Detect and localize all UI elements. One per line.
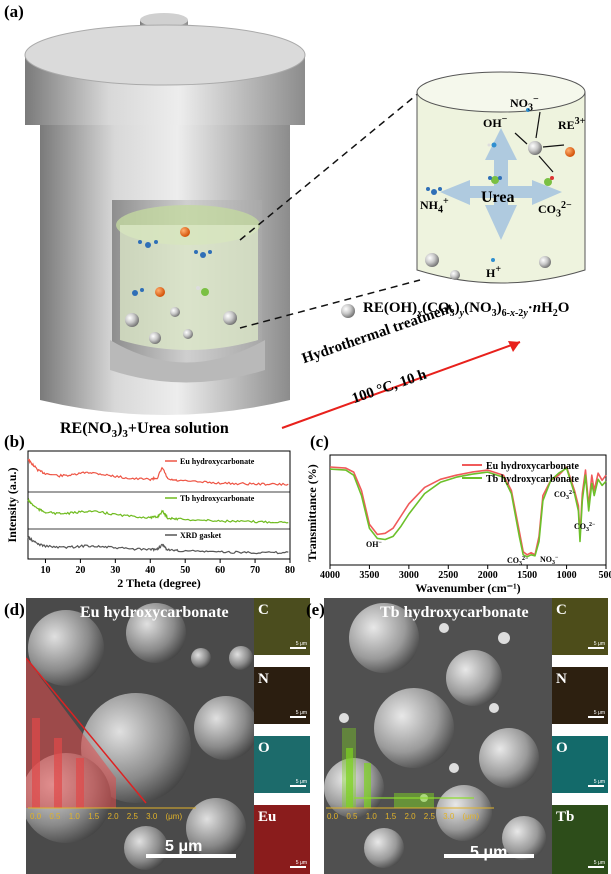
ftir-annot-no3: NO3− bbox=[540, 555, 559, 566]
xrd-legend-gasket: XRD gasket bbox=[180, 531, 221, 540]
ftir-tick-label: 3500 bbox=[359, 570, 379, 581]
tick: 0.5 bbox=[49, 812, 61, 821]
diffusion-arrows bbox=[440, 128, 562, 240]
center-urea-label: Urea bbox=[481, 189, 515, 206]
process-arrow bbox=[281, 341, 521, 429]
ion-no3-label: NO3− bbox=[510, 94, 539, 114]
sem-image-tb bbox=[324, 598, 552, 874]
tick: 1.0 bbox=[365, 812, 377, 821]
product-formula: RE(OH)x(CO3)y(NO3)6-x-2y·nH2O bbox=[363, 300, 570, 319]
panel-a-label: (a) bbox=[4, 2, 24, 21]
xrd-tick-label: 20 bbox=[75, 565, 85, 576]
panel-d-label: (d) bbox=[4, 600, 25, 619]
sem-axis-tb: 0.0 0.5 1.0 1.5 2.0 2.5 3.0 (μm) bbox=[327, 812, 479, 821]
ftir-chart: 4000 3500 3000 2500 2000 1500 1000 500 Eu hydro… bbox=[305, 454, 611, 595]
ftir-ylabel: Transmittance (%) bbox=[305, 464, 319, 561]
xrd-series-line bbox=[27, 458, 289, 487]
tick: 0.0 bbox=[30, 812, 42, 821]
ftir-xlabel: Wavenumber (cm⁻¹) bbox=[415, 581, 520, 595]
tick: 2.5 bbox=[423, 812, 435, 821]
ftir-tick-label: 2500 bbox=[438, 570, 458, 581]
sem-axis-eu: 0.0 0.5 1.0 1.5 2.0 2.5 3.0 (μm) bbox=[30, 812, 182, 821]
ftir-tick-label: 3000 bbox=[399, 570, 419, 581]
reactor-caption: RE(NO3)3+Urea solution bbox=[60, 420, 229, 441]
sem-title-eu: Eu hydroxycarbonate bbox=[80, 604, 229, 621]
tick: 3.0 bbox=[443, 812, 455, 821]
ftir-legend-eu: Eu hydroxycarbonate bbox=[486, 461, 579, 472]
ftir-annot-oh: OH− bbox=[366, 540, 382, 549]
ftir-tick-label: 1000 bbox=[557, 570, 577, 581]
eds-map-tb-tb: Tb 5 μm bbox=[552, 805, 608, 874]
sem-title-tb: Tb hydroxycarbonate bbox=[380, 604, 529, 621]
xrd-legend-tb: Tb hydroxycarbonate bbox=[180, 494, 255, 503]
ftir-annot-co3-b: CO32− bbox=[554, 490, 576, 501]
ion-co3-label: CO32− bbox=[538, 200, 572, 220]
sem-image-eu bbox=[26, 598, 254, 874]
reactor-illustration bbox=[24, 13, 586, 429]
panel-b-label: (b) bbox=[4, 432, 25, 451]
ftir-tick-label: 500 bbox=[599, 570, 611, 581]
panel-c-label: (c) bbox=[310, 432, 329, 451]
sem-scalebar-tb: 5 μm bbox=[470, 844, 508, 861]
xrd-ylabel: Intensity (a.u.) bbox=[5, 467, 19, 542]
ion-re-label: RE3+ bbox=[558, 116, 586, 132]
ftir-tick-label: 1500 bbox=[517, 570, 537, 581]
tick: (μm) bbox=[462, 812, 480, 821]
ftir-annot-co3-a: CO32− bbox=[507, 556, 529, 567]
tick: 3.0 bbox=[146, 812, 158, 821]
ion-h-label: H+ bbox=[486, 264, 502, 280]
ftir-series-line bbox=[329, 466, 607, 556]
xrd-tick-label: 50 bbox=[180, 565, 190, 576]
xrd-tick-label: 30 bbox=[110, 565, 120, 576]
xrd-tick-label: 70 bbox=[250, 565, 260, 576]
sem-scalebar-eu: 5 μm bbox=[165, 838, 203, 855]
tick: 0.0 bbox=[327, 812, 339, 821]
eds-map-eu-eu: Eu 5 μm bbox=[254, 805, 310, 874]
tick: 1.0 bbox=[68, 812, 80, 821]
xrd-legend-eu: Eu hydroxycarbonate bbox=[180, 457, 255, 466]
tick: 2.0 bbox=[107, 812, 119, 821]
xrd-series-line bbox=[27, 498, 289, 524]
ion-nh4-label: NH4+ bbox=[420, 196, 449, 216]
xrd-tick-label: 40 bbox=[145, 565, 155, 576]
xrd-tick-label: 10 bbox=[40, 565, 50, 576]
ftir-tick-label: 4000 bbox=[320, 570, 340, 581]
xrd-tick-label: 60 bbox=[215, 565, 225, 576]
ftir-annot-co3-c: CO32− bbox=[574, 522, 596, 533]
xrd-tick-label: 80 bbox=[285, 565, 295, 576]
ftir-series-line bbox=[329, 467, 607, 558]
tick: 2.0 bbox=[404, 812, 416, 821]
tick: 0.5 bbox=[346, 812, 358, 821]
xrd-series-line bbox=[27, 535, 289, 555]
panel-e-label: (e) bbox=[306, 600, 325, 619]
ftir-tick-label: 2000 bbox=[478, 570, 498, 581]
xrd-chart: 10 20 30 40 50 60 70 80 Eu hydroxycarbonate Tb … bbox=[5, 450, 295, 590]
xrd-xlabel: 2 Theta (degree) bbox=[117, 576, 201, 590]
tick: 2.5 bbox=[126, 812, 138, 821]
tick: 1.5 bbox=[88, 812, 100, 821]
ftir-legend-tb: Tb hydroxycarbonate bbox=[486, 474, 579, 485]
ion-oh-label: OH− bbox=[483, 114, 508, 130]
tick: (μm) bbox=[165, 812, 183, 821]
tick: 1.5 bbox=[385, 812, 397, 821]
